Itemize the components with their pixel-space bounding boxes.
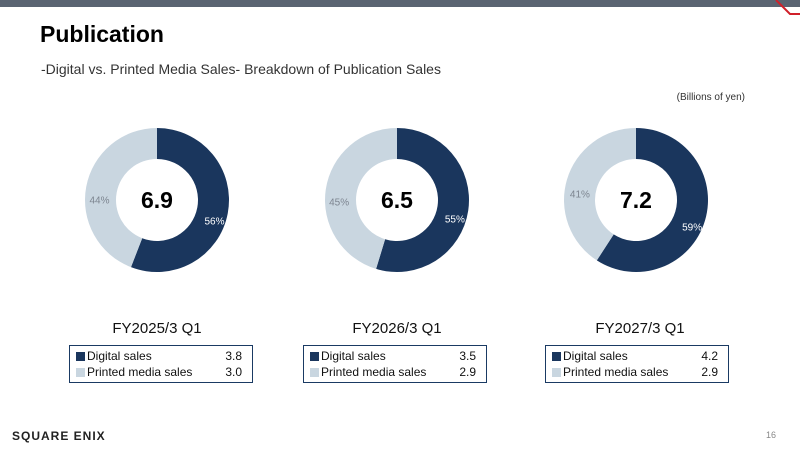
legend-swatch-digital [310, 352, 319, 361]
legend-swatch-printed [552, 368, 561, 377]
legend-value-printed: 2.9 [701, 365, 718, 379]
unit-note: (Billions of yen) [676, 92, 745, 103]
legend-value-printed: 3.0 [225, 365, 242, 379]
donut-chart-svg: 59% 41% 7.2 [564, 128, 708, 272]
legend-swatch-digital [76, 352, 85, 361]
legend-item-printed: Printed media sales 2.9 [310, 365, 476, 381]
donut-slice-digital [130, 128, 229, 272]
donut-slice-digital [596, 128, 708, 272]
donut-chart-svg: 56% 44% 6.9 [85, 128, 229, 272]
legend-box: Digital sales 3.5 Printed media sales 2.… [303, 345, 487, 383]
page-title: Publication [40, 21, 164, 47]
page-subtitle: -Digital vs. Printed Media Sales- Breakd… [41, 61, 441, 77]
legend-label-digital: Digital sales [87, 349, 152, 363]
legend-box: Digital sales 4.2 Printed media sales 2.… [545, 345, 729, 383]
corner-mark-icon [775, 0, 800, 15]
donut-chart-svg: 55% 45% 6.5 [324, 128, 469, 272]
percent-label-digital: 55% [445, 215, 465, 226]
legend-value-digital: 4.2 [701, 349, 718, 363]
percent-label-printed: 45% [329, 197, 349, 208]
legend-label-digital: Digital sales [563, 349, 628, 363]
donut-chart-1: 56% 44% 6.9 [67, 110, 247, 290]
legend-item-printed: Printed media sales 3.0 [76, 365, 242, 381]
page-number: 16 [765, 430, 776, 440]
percent-label-printed: 41% [570, 189, 590, 200]
donut-total-value: 7.2 [620, 187, 652, 213]
legend-item-digital: Digital sales 3.5 [310, 349, 476, 365]
legend-swatch-printed [76, 368, 85, 377]
donut-total-value: 6.5 [381, 187, 413, 213]
legend-value-printed: 2.9 [459, 365, 476, 379]
donut-slice-digital [376, 128, 469, 272]
donut-chart-2: 55% 45% 6.5 [307, 110, 487, 290]
legend-label-printed: Printed media sales [563, 365, 669, 379]
period-label: FY2025/3 Q1 [112, 320, 202, 337]
percent-label-digital: 59% [682, 223, 702, 234]
period-label: FY2026/3 Q1 [352, 320, 442, 337]
legend-label-printed: Printed media sales [321, 365, 427, 379]
top-bar [0, 0, 800, 7]
legend-item-digital: Digital sales 3.8 [76, 349, 242, 365]
legend-swatch-printed [310, 368, 319, 377]
period-label: FY2027/3 Q1 [595, 320, 685, 337]
donut-total-value: 6.9 [141, 187, 173, 213]
square-enix-logo: SQUARE ENIX [12, 429, 106, 443]
legend-item-printed: Printed media sales 2.9 [552, 365, 718, 381]
legend-label-digital: Digital sales [321, 349, 386, 363]
legend-box: Digital sales 3.8 Printed media sales 3.… [69, 345, 253, 383]
legend-swatch-digital [552, 352, 561, 361]
donut-slice-printed [85, 128, 157, 268]
percent-label-printed: 44% [89, 195, 109, 206]
donut-chart-3: 59% 41% 7.2 [546, 110, 726, 290]
legend-item-digital: Digital sales 4.2 [552, 349, 718, 365]
percent-label-digital: 56% [204, 217, 224, 228]
legend-value-digital: 3.5 [459, 349, 476, 363]
legend-label-printed: Printed media sales [87, 365, 193, 379]
donut-slice-printed [564, 128, 636, 261]
donut-slice-printed [324, 128, 397, 269]
legend-value-digital: 3.8 [225, 349, 242, 363]
